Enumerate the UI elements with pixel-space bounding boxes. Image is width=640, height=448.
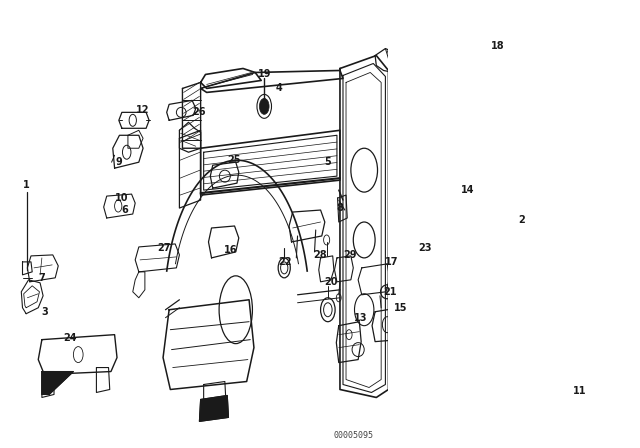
Text: 23: 23 <box>418 243 431 253</box>
Text: 11: 11 <box>573 387 586 396</box>
Text: 14: 14 <box>460 185 474 195</box>
Text: 27: 27 <box>157 243 171 253</box>
Text: 13: 13 <box>354 313 367 323</box>
Text: 28: 28 <box>313 250 327 260</box>
Text: 22: 22 <box>278 257 292 267</box>
Text: 3: 3 <box>41 307 48 317</box>
Text: 29: 29 <box>343 250 356 260</box>
Text: 1: 1 <box>24 180 30 190</box>
Text: 26: 26 <box>193 108 206 117</box>
Polygon shape <box>200 396 228 422</box>
Polygon shape <box>42 371 74 395</box>
Text: 12: 12 <box>136 105 150 115</box>
Circle shape <box>259 99 269 114</box>
Text: 4: 4 <box>276 83 283 94</box>
Text: 6: 6 <box>122 205 128 215</box>
Text: 15: 15 <box>394 303 407 313</box>
Text: 25: 25 <box>227 155 241 165</box>
Text: 7: 7 <box>38 273 45 283</box>
Text: 00005095: 00005095 <box>333 431 373 440</box>
Text: 21: 21 <box>383 287 396 297</box>
Text: 18: 18 <box>491 41 504 51</box>
Text: 19: 19 <box>257 69 271 79</box>
Text: 8: 8 <box>337 203 344 213</box>
Text: 17: 17 <box>385 257 398 267</box>
Text: 20: 20 <box>324 277 338 287</box>
Text: 16: 16 <box>224 245 237 255</box>
Text: 10: 10 <box>115 193 129 203</box>
Text: 9: 9 <box>115 157 122 167</box>
Text: 24: 24 <box>63 333 77 343</box>
Text: 2: 2 <box>518 215 525 225</box>
Text: 5: 5 <box>324 157 332 167</box>
